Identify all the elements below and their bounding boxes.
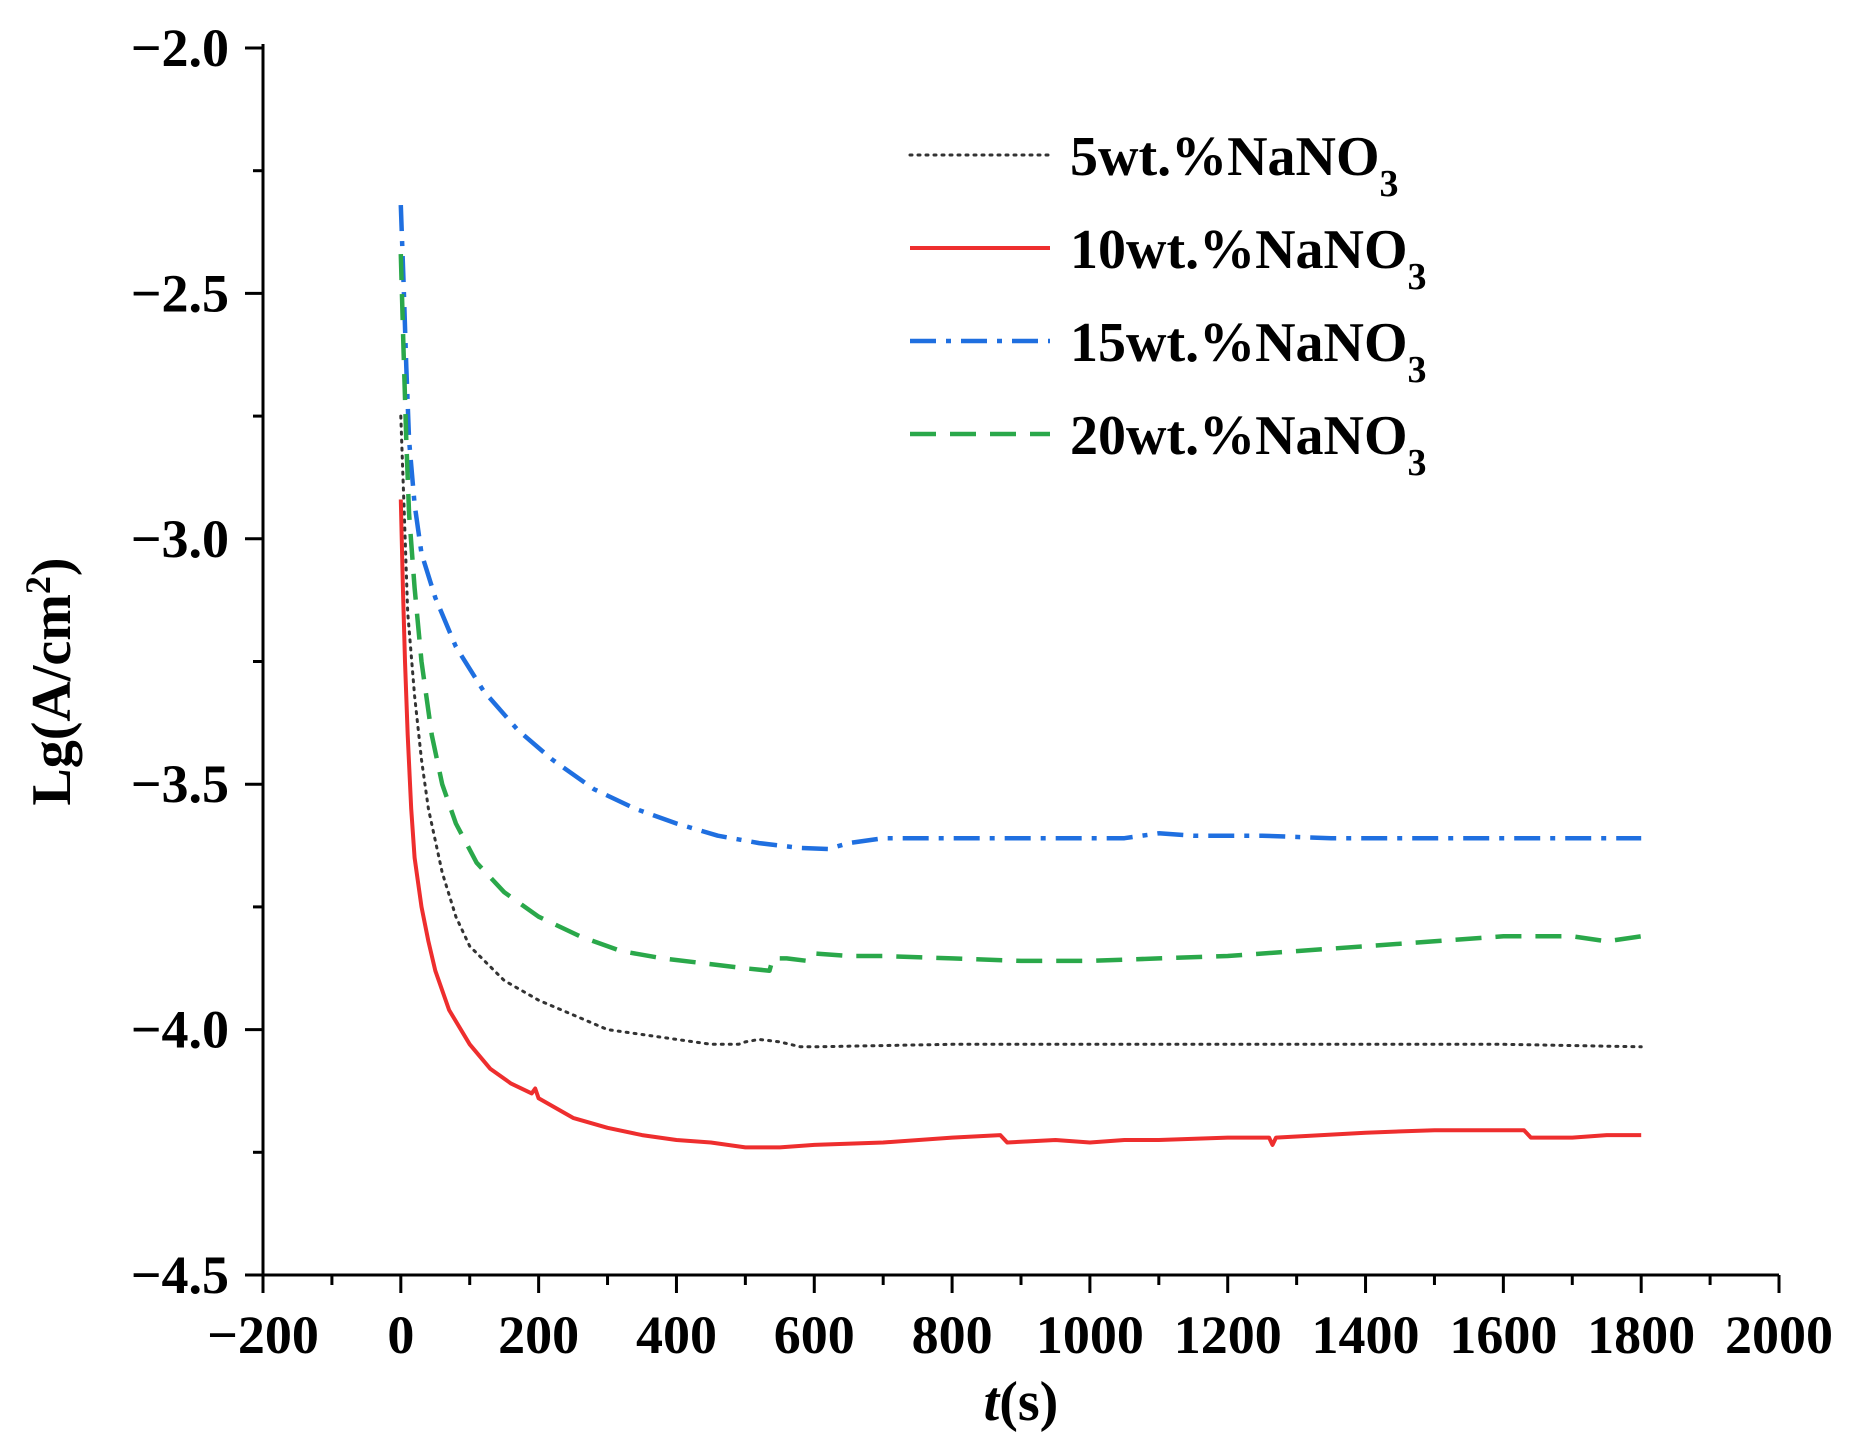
legend-label-subscript: 3 — [1380, 163, 1399, 205]
y-tick-label: −4.0 — [131, 1000, 229, 1060]
x-tick-label: 600 — [774, 1305, 855, 1365]
legend-label-2: 10wt.%NaNO3 — [1070, 219, 1427, 298]
legend: 5wt.%NaNO310wt.%NaNO315wt.%NaNO320wt.%Na… — [908, 126, 1427, 484]
y-tick-label: −2.5 — [131, 263, 229, 323]
series-line-4 — [398, 254, 1642, 973]
x-tick-label: 0 — [387, 1305, 414, 1365]
legend-label-main: 15wt.%NaNO — [1070, 312, 1408, 374]
y-tick-label: −2.0 — [131, 18, 229, 78]
legend-label-main: 20wt.%NaNO — [1070, 405, 1408, 467]
x-tick-label: 1400 — [1312, 1305, 1420, 1365]
y-axis-title-sup: 2 — [18, 576, 58, 594]
x-tick-label: 800 — [912, 1305, 993, 1365]
x-axis-title-unit: (s) — [999, 1371, 1058, 1433]
x-tick-label: 400 — [636, 1305, 717, 1365]
y-axis-title-close: ) — [21, 557, 83, 576]
x-tick-label: −200 — [207, 1305, 319, 1365]
x-axis-title-var: t — [984, 1371, 1001, 1433]
legend-label-subscript: 3 — [1408, 442, 1427, 484]
y-tick-label: −3.5 — [131, 754, 229, 814]
series-line-2 — [398, 499, 1642, 1150]
x-tick-label: 2000 — [1725, 1305, 1833, 1365]
legend-label-main: 5wt.%NaNO — [1070, 126, 1380, 188]
legend-label-4: 20wt.%NaNO3 — [1070, 405, 1427, 484]
plot-area — [398, 205, 1643, 1150]
x-tick-label: 1200 — [1174, 1305, 1282, 1365]
y-tick-label: −3.0 — [131, 509, 229, 569]
legend-label-subscript: 3 — [1408, 256, 1427, 298]
x-tick-label: 200 — [498, 1305, 579, 1365]
legend-label-3: 15wt.%NaNO3 — [1070, 312, 1427, 391]
y-tick-label: −4.5 — [131, 1245, 229, 1305]
legend-label-main: 10wt.%NaNO — [1070, 219, 1408, 281]
axes: −200 0 200 400 600 800 1000 1200 1400 1600 1800 200… — [131, 18, 1833, 1365]
x-tick-label: 1600 — [1449, 1305, 1557, 1365]
x-tick-label: 1000 — [1036, 1305, 1144, 1365]
series-line-3 — [398, 205, 1642, 852]
x-axis-title: t(s) — [984, 1371, 1059, 1433]
legend-label-subscript: 3 — [1408, 349, 1427, 391]
x-tick-label: 1800 — [1587, 1305, 1695, 1365]
series-line-1 — [399, 414, 1643, 1049]
y-axis-title: Lg(A/cm2) — [18, 557, 83, 805]
legend-label-1: 5wt.%NaNO3 — [1070, 126, 1399, 205]
y-axis-title-main: Lg(A/cm — [21, 594, 83, 806]
